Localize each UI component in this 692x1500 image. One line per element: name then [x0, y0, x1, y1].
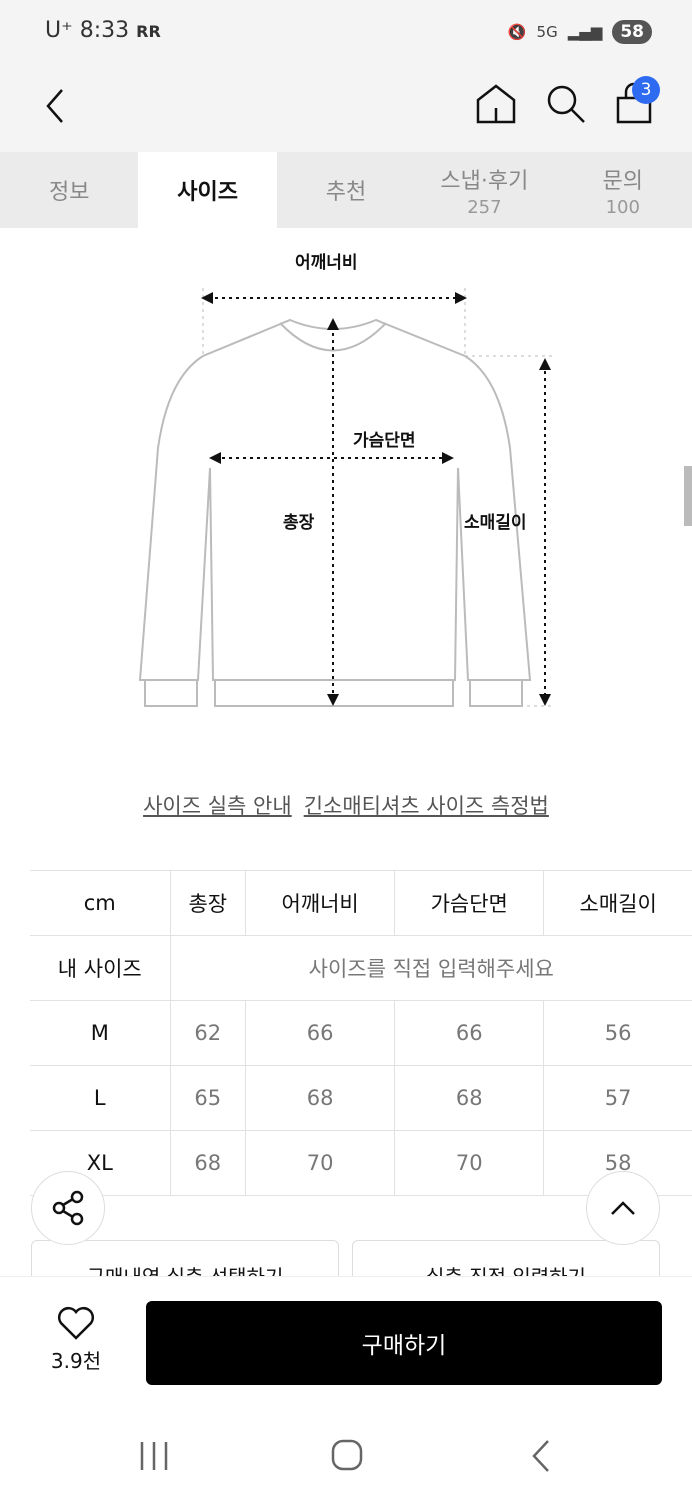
buy-button[interactable]: 구매하기	[146, 1301, 662, 1385]
size-table: cm 총장 어깨너비 가슴단면 소매길이 내 사이즈 사이즈를 직접 입력해주세…	[30, 870, 692, 1196]
header-cell: 가슴단면	[394, 870, 544, 936]
share-icon	[52, 1190, 84, 1226]
status-right: 🔇 5G ▂▄▆ 58	[508, 20, 652, 44]
home-nav-icon[interactable]	[330, 1438, 364, 1472]
value-cell: 70	[394, 1130, 544, 1196]
recent-apps-icon[interactable]	[138, 1440, 170, 1472]
header-cell: 어깨너비	[245, 870, 395, 936]
search-icon[interactable]	[544, 82, 588, 126]
value-cell: 68	[394, 1065, 544, 1131]
tab-bar: 정보 사이즈 추천 스냅·후기 257 문의 100	[0, 152, 692, 228]
like-count: 3.9천	[50, 1349, 102, 1373]
sweatshirt-diagram	[138, 288, 555, 707]
tab-label: 정보	[48, 180, 90, 205]
size-guide-link[interactable]: 사이즈 실측 안내	[143, 794, 292, 818]
cart-badge: 3	[632, 76, 660, 104]
measure-method-link[interactable]: 긴소매티셔츠 사이즈 측정법	[303, 794, 549, 818]
tab-reviews[interactable]: 스냅·후기 257	[415, 152, 553, 228]
my-size-row: 내 사이즈 사이즈를 직접 입력해주세요	[30, 935, 692, 1001]
back-nav-icon[interactable]	[528, 1438, 556, 1474]
tab-count: 257	[467, 196, 502, 218]
header-cell: 소매길이	[543, 870, 692, 936]
battery-icon: 58	[612, 20, 652, 44]
share-button[interactable]	[31, 1171, 105, 1245]
tab-label: 스냅·후기	[440, 168, 529, 194]
heart-icon	[58, 1307, 94, 1340]
value-cell: 70	[245, 1130, 395, 1196]
value-cell: 65	[169, 1065, 246, 1131]
table-header-row: cm 총장 어깨너비 가슴단면 소매길이	[30, 870, 692, 936]
network-label: 5G	[536, 23, 558, 41]
like-button[interactable]: 3.9천	[40, 1305, 112, 1374]
size-links: 사이즈 실측 안내 긴소매티셔츠 사이즈 측정법	[0, 790, 692, 820]
status-bar: U⁺ 8:33 RR 🔇 5G ▂▄▆ 58	[0, 0, 692, 68]
notification-text: RR	[136, 22, 161, 41]
label-chest: 가슴단면	[353, 431, 416, 451]
clock: 8:33	[79, 18, 130, 43]
carrier: U⁺	[45, 18, 73, 43]
system-nav-bar	[0, 1410, 692, 1500]
scrollbar[interactable]	[684, 466, 692, 526]
tab-size[interactable]: 사이즈	[138, 152, 277, 228]
tab-label: 사이즈	[177, 180, 238, 205]
mute-icon: 🔇	[507, 23, 527, 41]
label-length: 총장	[283, 513, 315, 533]
chevron-up-icon	[611, 1201, 635, 1215]
signal-icon: ▂▄▆	[567, 23, 603, 41]
size-cell: L	[30, 1065, 170, 1131]
value-cell: 68	[245, 1065, 395, 1131]
table-row: XL 68 70 70 58	[30, 1130, 692, 1196]
measure-lines	[208, 297, 546, 700]
arrowheads	[201, 292, 551, 706]
status-left: U⁺ 8:33 RR	[45, 18, 161, 43]
table-row: L 65 68 68 57	[30, 1065, 692, 1131]
size-cell: M	[30, 1000, 170, 1066]
value-cell: 62	[169, 1000, 246, 1066]
tab-label: 추천	[325, 180, 367, 205]
top-header	[0, 68, 692, 152]
value-cell: 66	[394, 1000, 544, 1066]
my-size-label: 내 사이즈	[30, 935, 170, 1001]
table-row: M 62 66 66 56	[30, 1000, 692, 1066]
value-cell: 56	[543, 1000, 692, 1066]
value-cell: 66	[245, 1000, 395, 1066]
tab-label: 문의	[602, 168, 643, 194]
tab-info[interactable]: 정보	[0, 152, 138, 228]
label-sleeve: 소매길이	[464, 513, 527, 533]
scroll-top-button[interactable]	[586, 1171, 660, 1245]
tab-recommend[interactable]: 추천	[277, 152, 415, 228]
label-shoulder: 어깨너비	[295, 253, 358, 273]
value-cell: 57	[543, 1065, 692, 1131]
tab-qna[interactable]: 문의 100	[554, 152, 692, 228]
back-icon[interactable]	[40, 86, 70, 126]
header-cell: 총장	[169, 870, 246, 936]
sweatshirt-outline	[138, 318, 532, 707]
home-icon[interactable]	[474, 82, 518, 126]
my-size-input[interactable]: 사이즈를 직접 입력해주세요	[169, 935, 692, 1001]
tab-count: 100	[605, 196, 640, 218]
header-cell: cm	[30, 870, 170, 936]
value-cell: 68	[169, 1130, 246, 1196]
bottom-action-bar: 3.9천 구매하기	[0, 1276, 692, 1410]
